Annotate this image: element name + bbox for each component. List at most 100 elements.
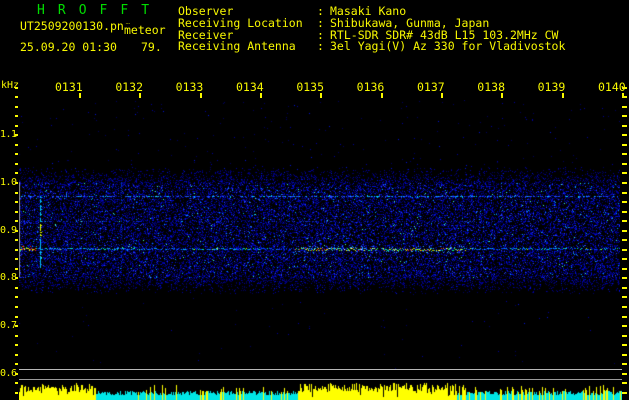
freq-minor-tick [15,125,18,127]
time-tick [139,93,142,98]
freq-minor-tick-right [622,182,627,184]
freq-minor-tick-right [622,201,627,203]
freq-minor-tick-right [622,344,627,346]
time-tick [561,93,564,98]
freq-minor-tick [15,287,18,289]
freq-minor-tick [15,344,18,346]
freq-minor-tick-right [622,134,627,136]
freq-minor-tick-right [622,325,627,327]
freq-minor-tick-right [622,192,627,194]
time-tick [199,93,202,98]
info-value: 3el Yagi(V) Az 330 for Vladivostok [330,39,566,54]
freq-minor-tick-right [622,268,627,270]
freq-minor-tick [15,306,18,308]
freq-minor-tick [15,258,18,260]
mode-label: meteor [124,23,166,37]
freq-minor-tick-right [622,211,627,213]
freq-minor-tick [15,220,18,222]
freq-minor-tick-right [622,125,627,127]
capture-datetime: 25.09.20 01:30 [20,40,117,54]
freq-minor-tick-right [622,220,627,222]
time-tick [259,93,262,98]
freq-minor-tick-right [622,96,627,98]
freq-minor-tick-right [622,363,627,365]
time-tick-label: 0132 [115,80,144,94]
freq-minor-tick-right [622,87,627,89]
freq-minor-tick [15,106,18,108]
info-value: RTL-SDR SDR# 43dB L15 103.2MHz CW [330,27,559,42]
freq-minor-tick-right [622,239,627,241]
info-colon: : [317,4,324,18]
freq-minor-tick-right [622,306,627,308]
sample-count: 79. [141,40,162,54]
freq-minor-tick-right [622,335,627,337]
freq-minor-tick-right [622,144,627,146]
freq-minor-tick [15,268,18,270]
freq-minor-tick-right [622,316,627,318]
freq-minor-tick-right [622,172,627,174]
time-tick-label: 0139 [537,80,566,94]
time-tick-label: 0138 [477,80,505,94]
freq-minor-tick [15,192,18,194]
time-tick [320,93,323,98]
freq-minor-tick [15,373,18,375]
lower-separator-line [19,379,622,380]
time-tick [440,93,443,98]
upper-separator-line [19,369,622,370]
app-title: H R O F F T [37,3,152,18]
freq-minor-tick [15,296,18,298]
freq-minor-tick-right [622,230,627,232]
freq-tick-label: 1.0 [0,177,17,188]
freq-minor-tick [15,201,18,203]
freq-minor-tick [15,182,18,184]
time-tick-label: 0131 [55,80,83,94]
freq-minor-tick-right [622,115,627,117]
time-tick-label: 0134 [235,80,264,94]
freq-minor-tick [15,316,18,318]
freq-minor-tick-right [622,373,627,375]
khz-unit-label: kHz [1,80,20,91]
freq-tick-label: 0.8 [0,272,17,284]
freq-minor-tick [15,392,18,394]
info-label: Observer [178,4,234,18]
freq-minor-tick [15,249,18,251]
info-value: Masaki Kano [330,4,407,18]
info-label: Receiving Location [178,15,303,30]
info-colon: : [317,39,324,54]
freq-minor-tick [15,211,18,213]
info-value: Shibukawa, Gunma, Japan [330,15,490,30]
freq-minor-tick [15,239,18,241]
freq-minor-tick-right [622,296,627,298]
freq-minor-tick [15,277,18,279]
info-label: Receiver [178,27,234,42]
freq-minor-tick-right [622,106,627,108]
freq-minor-tick [15,363,18,365]
freq-minor-tick-right [622,153,627,155]
freq-minor-tick [15,115,18,117]
freq-minor-tick [15,382,18,384]
freq-minor-tick-right [622,258,627,260]
freq-minor-tick [15,134,18,136]
freq-minor-tick [15,87,18,89]
freq-minor-tick-right [622,277,627,279]
freq-minor-tick-right [622,354,627,356]
freq-tick-label: 0.9 [0,224,17,236]
time-tick-label: 0137 [416,80,445,94]
freq-minor-tick-right [622,287,627,289]
freq-tick-label: 1.1 [0,129,17,141]
time-tick-label: 0133 [175,80,204,94]
info-label: Receiving Antenna [178,39,296,54]
freq-minor-tick [15,153,18,155]
freq-minor-tick-right [622,249,627,251]
time-tick-label: 0135 [296,80,325,94]
freq-minor-tick-right [622,382,627,384]
freq-minor-tick [15,230,18,232]
freq-minor-tick [15,172,18,174]
freq-minor-tick [15,144,18,146]
time-tick [79,93,81,98]
freq-tick-label: 0.6 [0,367,17,379]
freq-minor-tick-right [622,392,627,394]
freq-minor-tick [15,325,18,327]
spectrogram-canvas [19,100,620,370]
